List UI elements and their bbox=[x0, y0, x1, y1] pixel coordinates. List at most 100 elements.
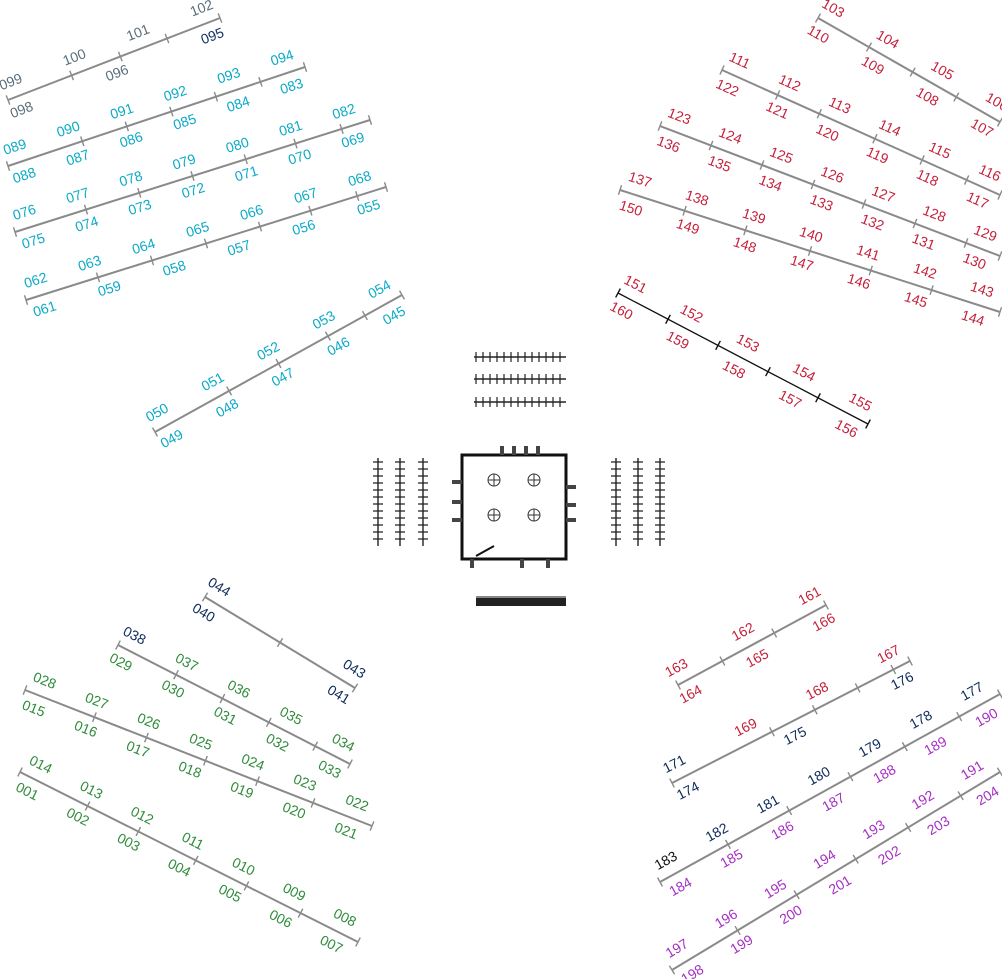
seat-number-label: 148 bbox=[731, 233, 758, 255]
seat-number-label: 035 bbox=[277, 703, 305, 728]
seat-number-label: 071 bbox=[233, 162, 260, 184]
seat-number-label: 077 bbox=[64, 184, 91, 206]
seat-number-label: 005 bbox=[216, 881, 244, 906]
label-group-sw-3: 028 027 026 025 024 023 022 015 016 017 018 019 020 0… bbox=[20, 669, 375, 842]
leader-tick bbox=[226, 386, 233, 396]
label-group-nw-4: 062 063 064 065 066 067 068 061 059 058 057 056 055 bbox=[22, 167, 389, 320]
seat-number-label: 163 bbox=[662, 655, 690, 680]
leader-tick bbox=[151, 427, 159, 437]
leader-tick bbox=[293, 138, 298, 149]
leader-tick bbox=[823, 600, 829, 610]
seat-number-label: 027 bbox=[83, 689, 111, 712]
seat-number-label: 038 bbox=[121, 623, 149, 648]
seat-number-label: 167 bbox=[874, 641, 902, 666]
leader-tick bbox=[355, 937, 361, 947]
leader-tick bbox=[769, 726, 775, 737]
leader-tick bbox=[872, 133, 878, 144]
seat-number-label: 047 bbox=[269, 364, 297, 389]
seat-number-label: 115 bbox=[926, 138, 953, 162]
seat-number-label: 108 bbox=[914, 84, 942, 110]
seat-number-label: 133 bbox=[808, 191, 836, 214]
seat-number-label: 008 bbox=[331, 905, 359, 930]
seat-number-label: 024 bbox=[239, 750, 267, 773]
label-group-ne-3: 123 124 125 126 127 128 129 136 135 134 133 132 131 1… bbox=[655, 104, 1002, 273]
leader-line bbox=[24, 689, 373, 827]
seat-number-label: 174 bbox=[674, 778, 702, 803]
leader-tick bbox=[816, 108, 822, 119]
leader-tick bbox=[84, 801, 91, 811]
label-group-nw-1: 099 100 101 102 098 096 095 bbox=[0, 0, 226, 121]
seat-number-label: 134 bbox=[757, 171, 785, 194]
leader-tick bbox=[865, 419, 871, 429]
seat-number-label: 051 bbox=[198, 369, 226, 394]
leader-tick bbox=[91, 712, 97, 723]
leader-tick bbox=[953, 92, 960, 102]
seat-number-label: 109 bbox=[859, 53, 887, 79]
seat-number-label: 156 bbox=[833, 416, 861, 441]
leader-tick bbox=[22, 685, 28, 695]
leader-tick bbox=[912, 218, 918, 229]
seat-number-label: 193 bbox=[859, 816, 887, 842]
seat-number-label: 155 bbox=[847, 389, 875, 414]
seat-number-label: 093 bbox=[215, 64, 242, 87]
leader-tick bbox=[907, 656, 913, 666]
seat-number-label: 064 bbox=[130, 235, 157, 257]
leader-tick bbox=[355, 191, 360, 202]
seat-number-label: 048 bbox=[213, 395, 241, 420]
seat-number-label: 012 bbox=[128, 803, 156, 828]
seat-number-label: 028 bbox=[31, 669, 59, 692]
leader-tick bbox=[919, 155, 925, 165]
seat-number-label: 018 bbox=[176, 758, 204, 781]
seat-number-label: 153 bbox=[734, 330, 762, 355]
leader-tick bbox=[793, 890, 800, 900]
seat-number-label: 032 bbox=[264, 730, 292, 755]
leader-tick bbox=[861, 199, 867, 209]
leader-tick bbox=[774, 90, 781, 100]
leader-tick bbox=[213, 91, 219, 102]
leader-tick bbox=[135, 826, 142, 837]
leader-tick bbox=[657, 121, 663, 131]
leader-tick bbox=[909, 67, 916, 77]
seat-number-label: 131 bbox=[910, 230, 938, 253]
seat-number-label: 146 bbox=[845, 270, 872, 292]
leader-tick bbox=[308, 205, 313, 216]
leader-tick bbox=[997, 190, 1002, 200]
seat-number-label: 169 bbox=[731, 715, 759, 740]
leader-tick bbox=[255, 776, 260, 787]
seat-number-label: 136 bbox=[655, 132, 683, 155]
leader-tick bbox=[759, 160, 765, 170]
seat-number-label: 147 bbox=[788, 252, 815, 274]
leader-tick bbox=[719, 65, 725, 75]
seat-number-label: 100 bbox=[60, 45, 88, 68]
leader-tick bbox=[398, 290, 406, 300]
seat-number-label: 143 bbox=[969, 278, 996, 300]
seat-number-label: 192 bbox=[909, 787, 937, 813]
seat-number-label: 095 bbox=[198, 24, 226, 47]
seat-number-label: 066 bbox=[238, 201, 265, 223]
seat-number-label: 073 bbox=[126, 196, 153, 218]
seat-number-label: 076 bbox=[11, 201, 38, 223]
leader-tick bbox=[675, 680, 681, 690]
leader-tick bbox=[810, 179, 816, 190]
seat-number-label: 086 bbox=[117, 128, 144, 151]
seat-number-label: 129 bbox=[972, 221, 1000, 244]
seat-number-label: 175 bbox=[781, 723, 809, 748]
leader-line bbox=[7, 17, 221, 101]
leader-tick bbox=[203, 238, 209, 249]
seat-number-label: 072 bbox=[180, 179, 207, 201]
leader-tick bbox=[734, 925, 741, 936]
leader-tick bbox=[890, 664, 897, 675]
leader-tick bbox=[852, 854, 859, 864]
seat-number-label: 184 bbox=[666, 874, 694, 899]
seat-number-label: 149 bbox=[674, 215, 701, 237]
leader-tick bbox=[80, 136, 85, 147]
seat-number-label: 145 bbox=[902, 288, 929, 310]
seat-number-label: 138 bbox=[684, 186, 711, 208]
seat-number-label: 088 bbox=[11, 164, 38, 187]
seat-number-label: 120 bbox=[814, 120, 842, 144]
leader-tick bbox=[724, 839, 732, 850]
seat-number-label: 194 bbox=[810, 846, 838, 872]
seat-number-label: 057 bbox=[225, 236, 252, 258]
seat-number-label: 082 bbox=[330, 100, 357, 122]
